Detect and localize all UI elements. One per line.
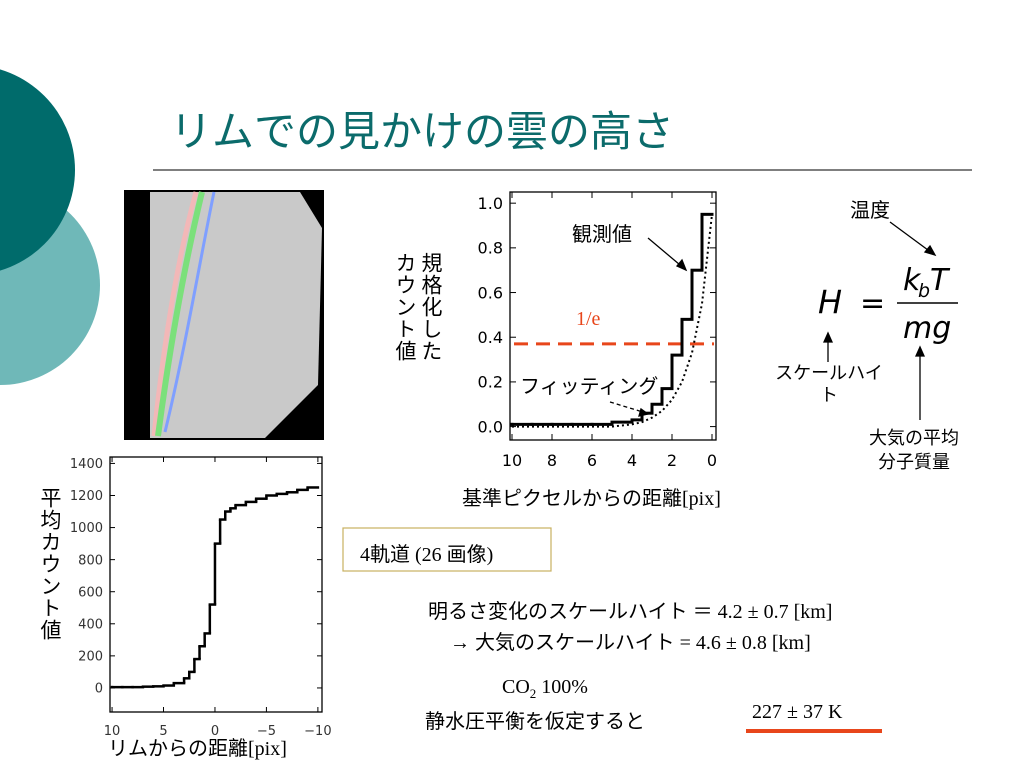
x-tick-label: −10 xyxy=(304,724,331,739)
decor-circle xyxy=(0,69,75,271)
orbits-text: 4軌道 (26 画像) xyxy=(360,544,494,566)
formula: H = k b T mg xyxy=(818,263,958,346)
species: CO xyxy=(502,676,530,698)
fit-line xyxy=(512,214,713,428)
formula-denominator: mg xyxy=(903,311,951,346)
y-tick-label: 1.0 xyxy=(478,194,503,213)
y-tick-label: 1200 xyxy=(70,489,103,504)
formula-numerator: k xyxy=(903,263,922,298)
scale-height-label: スケールハイト xyxy=(775,363,883,405)
slide-title: リムでの見かけの雲の高さ xyxy=(170,107,675,156)
x-tick-label: 0 xyxy=(707,451,717,470)
species-subscript: 2 xyxy=(529,686,537,701)
x-tick-label: −5 xyxy=(257,724,276,739)
temperature-label: 温度 xyxy=(850,200,890,222)
y-tick-label: 0.0 xyxy=(478,417,503,436)
y-tick-label: 1000 xyxy=(70,521,103,536)
y-tick-label: 0.4 xyxy=(478,328,503,347)
y-tick-label: 0.8 xyxy=(478,239,503,258)
result-line: 明るさ変化のスケールハイト ＝ 4.2 ± 0.7 [km] xyxy=(428,601,833,623)
formula-equals: = xyxy=(860,286,885,321)
x-tick-label: 4 xyxy=(627,451,637,470)
plot-frame xyxy=(509,191,717,441)
y-axis-label: 平均カウント値 xyxy=(38,487,62,641)
formula-lhs: H xyxy=(818,283,842,321)
y-tick-label: 0 xyxy=(95,682,103,697)
assumption-species: CO2 100% xyxy=(502,676,588,702)
x-tick-label: 0 xyxy=(211,724,219,739)
y-tick-label: 0.6 xyxy=(478,283,503,302)
x-axis-label: リムからの距離[pix] xyxy=(108,738,287,760)
limb-image xyxy=(124,190,324,440)
series-annotation: フィッティング xyxy=(520,376,659,398)
y-tick-label: 600 xyxy=(78,585,103,600)
orbits-box xyxy=(342,527,552,572)
x-tick-label: 10 xyxy=(104,724,121,739)
formula-numerator-var: T xyxy=(930,263,951,298)
temperature-result: 227 ± 37 K xyxy=(752,701,843,723)
y-tick-label: 400 xyxy=(78,617,103,632)
callout-arrows xyxy=(609,221,937,420)
y-tick-label: 800 xyxy=(78,553,103,568)
x-tick-label: 8 xyxy=(547,451,557,470)
x-tick-label: 6 xyxy=(587,451,597,470)
x-tick-label: 2 xyxy=(667,451,677,470)
result-line: → 大気のスケールハイト = 4.6 ± 0.8 [km] xyxy=(450,632,811,654)
x-axis-label: 基準ピクセルからの距離[pix] xyxy=(462,488,721,510)
reference-label: 1/e xyxy=(576,308,601,330)
plot-frame xyxy=(109,456,323,713)
y-tick-label: 200 xyxy=(78,650,103,665)
y-axis-label: 規格化したカウント値 xyxy=(393,252,443,362)
series-annotation: 観測値 xyxy=(572,224,632,246)
assumption-condition: 静水圧平衡を仮定すると xyxy=(425,711,645,733)
y-tick-label: 0.2 xyxy=(478,373,503,392)
formula-subscript: b xyxy=(918,280,930,302)
fraction: 100% xyxy=(536,676,588,698)
y-tick-label: 1400 xyxy=(70,457,103,472)
molecular-mass-label: 大気の平均分子質量 xyxy=(869,428,959,472)
x-tick-label: 5 xyxy=(159,724,167,739)
x-tick-label: 10 xyxy=(502,451,522,470)
